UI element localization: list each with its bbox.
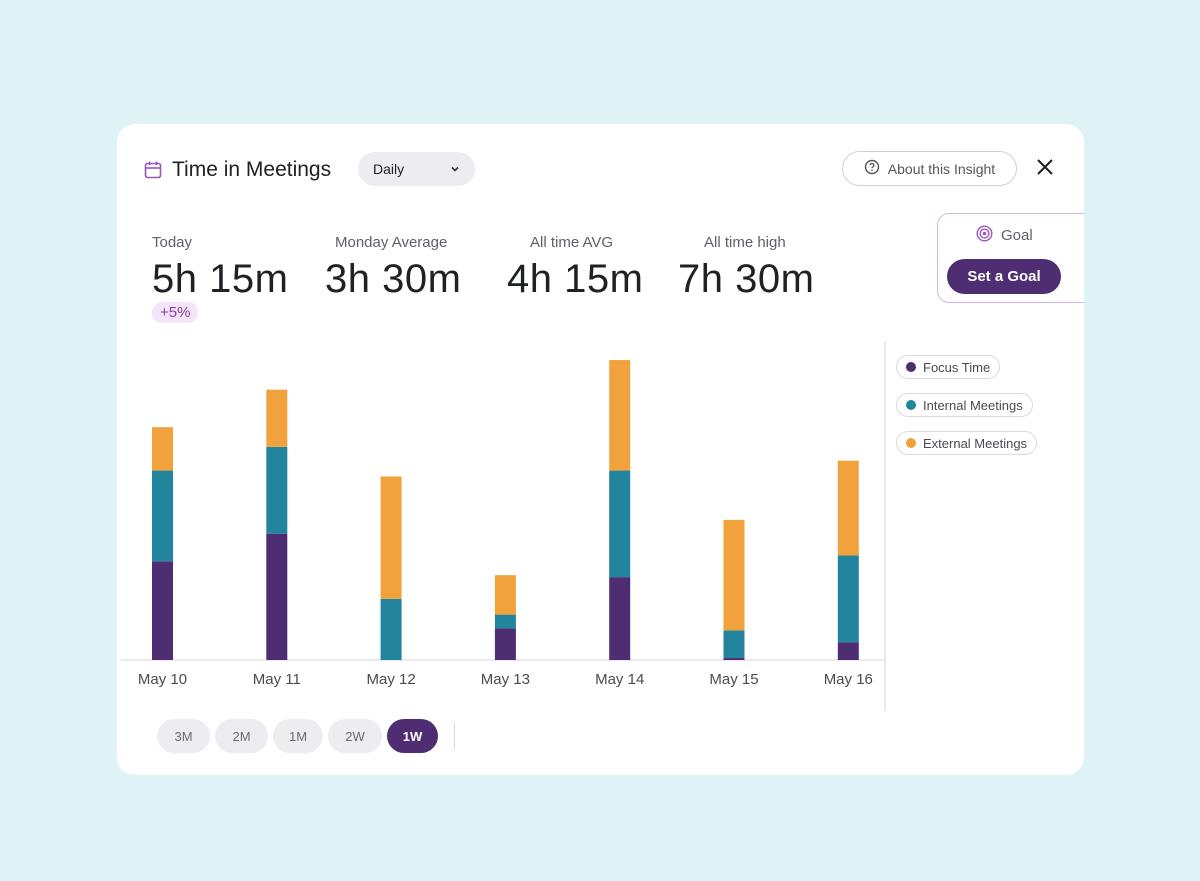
about-insight-button[interactable]: About this Insight [842, 151, 1017, 186]
stat-label: Today [152, 234, 193, 251]
period-dropdown-value: Daily [373, 161, 405, 177]
bar-segment-internal-meetings[interactable] [380, 598, 402, 660]
change-badge: +5% [152, 302, 199, 323]
stat-value: 3h 30m [325, 257, 462, 301]
bar-segment-focus-time[interactable] [494, 628, 516, 660]
close-button[interactable] [1030, 154, 1060, 184]
x-tick-label: May 15 [709, 671, 758, 688]
legend-label: Internal Meetings [923, 397, 1023, 413]
x-tick-label: May 10 [138, 671, 187, 688]
x-tick-label: May 14 [595, 671, 644, 688]
bar-segment-internal-meetings[interactable] [494, 614, 516, 629]
x-tick-label: May 12 [366, 671, 415, 688]
legend-dot [906, 362, 916, 372]
goal-panel: Goal Set a Goal [937, 213, 1084, 303]
stat-value: 4h 15m [507, 257, 644, 301]
bar-segment-internal-meetings[interactable] [609, 470, 631, 578]
period-dropdown[interactable]: Daily [358, 152, 475, 186]
bar-segment-external-meetings[interactable] [380, 476, 402, 599]
calendar-icon [143, 160, 163, 180]
range-1m[interactable]: 1M [273, 719, 323, 753]
range-divider [454, 722, 455, 750]
legend-item-focus-time[interactable]: Focus Time [896, 355, 1001, 379]
help-icon [864, 159, 880, 178]
x-tick-label: May 16 [824, 671, 873, 688]
bar-segment-external-meetings[interactable] [494, 575, 516, 615]
bar-segment-internal-meetings[interactable] [837, 555, 859, 643]
about-insight-label: About this Insight [887, 160, 996, 177]
bar-segment-external-meetings[interactable] [723, 519, 745, 631]
title-row: Time in Meetings [143, 152, 331, 188]
range-3m[interactable]: 3M [157, 719, 210, 753]
stacked-bar-chart: May 10 May 11 May 12 May 13 May 14 May 15 May … [121, 341, 886, 711]
stat-all-time-avg: All time AVG 4h 15m [507, 234, 643, 302]
bar-segment-external-meetings[interactable] [837, 460, 859, 556]
legend-dot [906, 438, 916, 448]
goal-label: Goal [1001, 227, 1033, 244]
stat-monday-average: Monday Average 3h 30m [325, 234, 461, 302]
range-2m[interactable]: 2M [215, 719, 268, 753]
bar-segment-focus-time[interactable] [837, 642, 859, 660]
insight-card: Time in Meetings Daily About this Insigh… [117, 124, 1084, 775]
chart-legend: Focus Time Internal Meetings External Me… [896, 355, 1038, 469]
stat-today: Today 5h 15m [152, 234, 288, 302]
stat-all-time-high: All time high 7h 30m [678, 234, 814, 302]
x-tick-label: May 11 [253, 671, 301, 688]
stat-label: Monday Average [335, 234, 448, 251]
target-icon [976, 225, 993, 246]
stat-value: 5h 15m [152, 257, 289, 301]
bar-segment-external-meetings[interactable] [609, 360, 631, 471]
range-2w[interactable]: 2W [328, 719, 382, 753]
legend-label: Focus Time [923, 359, 991, 375]
stat-label: All time AVG [530, 234, 614, 251]
legend-item-external-meetings[interactable]: External Meetings [896, 431, 1038, 455]
chevron-down-icon [450, 161, 460, 177]
range-1w[interactable]: 1W [387, 719, 438, 753]
goal-header: Goal [976, 225, 1033, 246]
stat-label: All time high [704, 234, 786, 251]
bar-segment-external-meetings[interactable] [152, 427, 173, 471]
stat-value: 7h 30m [678, 257, 815, 301]
bar-segment-focus-time[interactable] [609, 577, 631, 660]
x-tick-label: May 13 [481, 671, 530, 688]
bar-segment-focus-time[interactable] [266, 533, 288, 660]
bar-segment-internal-meetings[interactable] [152, 470, 173, 562]
bar-segment-focus-time[interactable] [152, 561, 173, 660]
set-goal-button[interactable]: Set a Goal [947, 259, 1061, 294]
page-title: Time in Meetings [172, 158, 332, 181]
close-icon [1036, 158, 1054, 181]
legend-dot [906, 400, 916, 410]
bar-segment-focus-time[interactable] [723, 658, 745, 660]
bar-segment-external-meetings[interactable] [266, 389, 288, 447]
bar-segment-internal-meetings[interactable] [266, 446, 288, 534]
legend-item-internal-meetings[interactable]: Internal Meetings [896, 393, 1033, 417]
bar-segment-internal-meetings[interactable] [723, 630, 745, 659]
legend-label: External Meetings [923, 435, 1028, 451]
